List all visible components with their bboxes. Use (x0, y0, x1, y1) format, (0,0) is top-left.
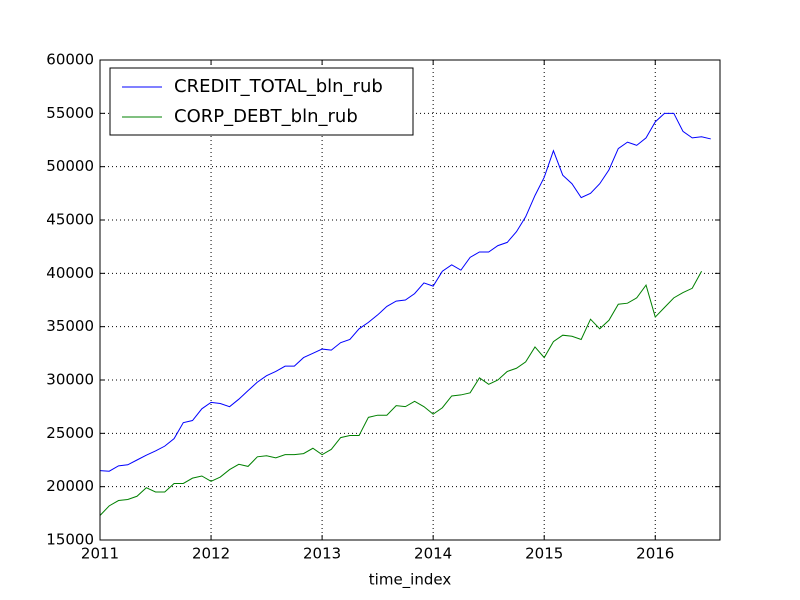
x-tick-label: 2013 (303, 545, 341, 563)
data-line (99, 270, 703, 516)
y-tick-label: 55000 (46, 104, 94, 122)
legend-label: CREDIT_TOTAL_bln_rub (174, 76, 383, 97)
y-tick-label: 20000 (46, 477, 94, 495)
y-tick-label: 30000 (46, 371, 94, 389)
y-tick-label: 15000 (46, 531, 94, 549)
y-tick-label: 45000 (46, 211, 94, 229)
x-tick-label: 2016 (636, 545, 674, 563)
x-tick-label: 2011 (81, 545, 119, 563)
x-tick-label: 2015 (525, 545, 563, 563)
x-tick-label: 2012 (192, 545, 230, 563)
x-axis-label: time_index (369, 571, 452, 590)
y-tick-label: 40000 (46, 264, 94, 282)
legend-box (109, 67, 414, 136)
plot-frame (99, 59, 721, 541)
y-tick-label: 35000 (46, 317, 94, 335)
legend-label: CORP_DEBT_bln_rub (174, 106, 358, 127)
data-line (99, 112, 711, 472)
y-tick-label: 25000 (46, 424, 94, 442)
y-tick-label: 60000 (46, 51, 94, 69)
x-tick-label: 2014 (414, 545, 452, 563)
y-tick-label: 50000 (46, 157, 94, 175)
